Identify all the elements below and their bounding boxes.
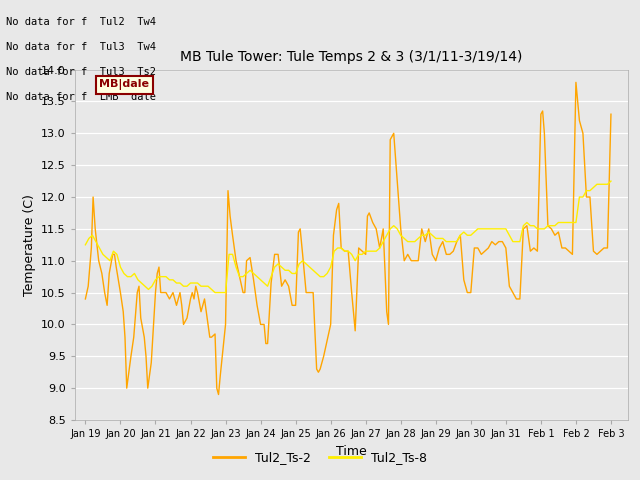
Y-axis label: Temperature (C): Temperature (C) [22,194,36,296]
Tul2_Ts-8 [81,242,89,248]
X-axis label: Time: Time [336,444,367,457]
Text: No data for f  Tul3  Tw4: No data for f Tul3 Tw4 [6,42,156,52]
Tul2_Ts-2 [314,369,322,375]
Tul2_Ts-8 [607,178,615,184]
Tul2_Ts-8 [341,248,349,254]
Title: MB Tule Tower: Tule Temps 2 & 3 (3/1/11-3/19/14): MB Tule Tower: Tule Temps 2 & 3 (3/1/11-… [180,50,523,64]
Tul2_Ts-8 [418,232,426,238]
Tul2_Ts-2 [572,80,580,85]
Text: No data for f  LMB  dale: No data for f LMB dale [6,92,156,102]
Tul2_Ts-2 [456,232,464,238]
Tul2_Ts-2 [253,302,261,308]
Tul2_Ts-2 [214,392,222,397]
Tul2_Ts-2 [81,296,89,302]
Tul2_Ts-8 [404,239,412,244]
Tul2_Ts-2 [351,328,359,334]
Tul2_Ts-2 [607,111,615,117]
Line: Tul2_Ts-8: Tul2_Ts-8 [85,181,611,293]
Legend: Tul2_Ts-2, Tul2_Ts-8: Tul2_Ts-2, Tul2_Ts-8 [209,446,431,469]
Line: Tul2_Ts-2: Tul2_Ts-2 [85,83,611,395]
Tul2_Ts-8 [453,239,461,244]
Text: MB|dale: MB|dale [99,79,149,90]
Tul2_Ts-2 [474,245,482,251]
Tul2_Ts-2 [548,226,556,232]
Text: No data for f  Tul3  Ts2: No data for f Tul3 Ts2 [6,67,156,77]
Tul2_Ts-8 [271,264,278,270]
Tul2_Ts-8 [600,181,608,187]
Tul2_Ts-8 [211,290,219,296]
Text: No data for f  Tul2  Tw4: No data for f Tul2 Tw4 [6,17,156,27]
